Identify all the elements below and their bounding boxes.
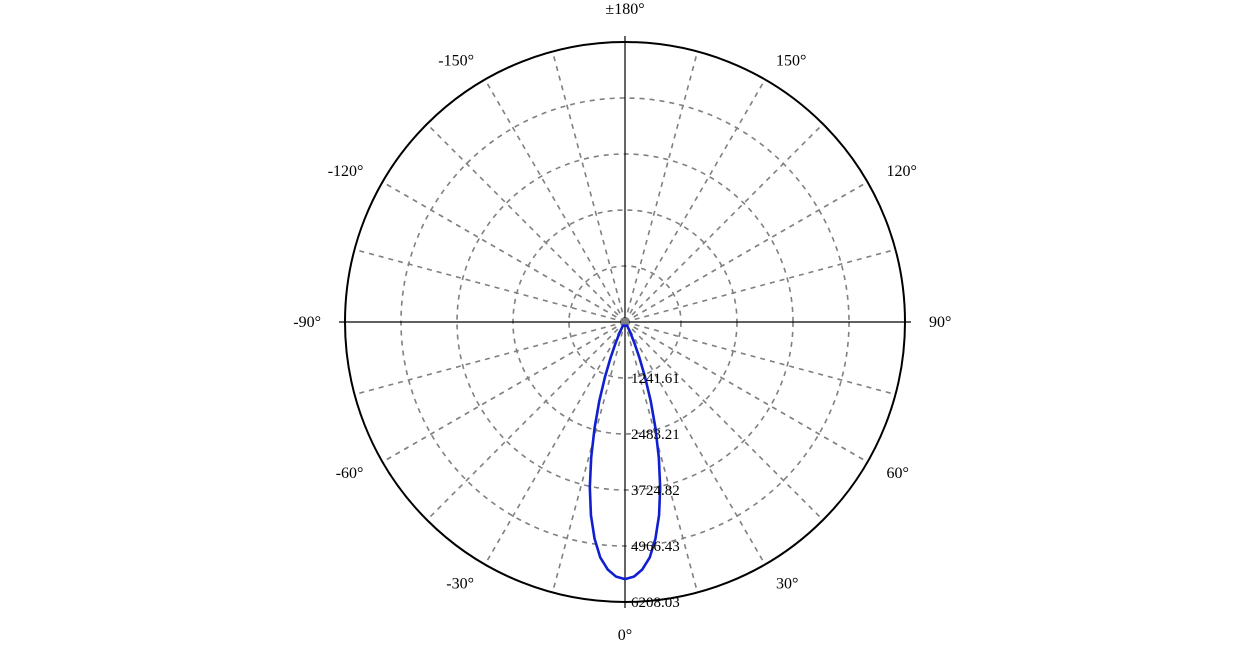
grid-spoke (625, 80, 765, 322)
radial-label: 4966.43 (631, 539, 680, 555)
grid-spoke (553, 52, 625, 322)
angle-label: 90° (929, 314, 951, 331)
grid-spoke (625, 124, 823, 322)
radial-label: 1241.61 (631, 371, 680, 387)
angle-label: -30° (446, 576, 474, 593)
grid-spoke (485, 322, 625, 564)
grid-spoke (383, 182, 625, 322)
angle-label: 0° (618, 627, 632, 644)
angle-label: -150° (438, 52, 474, 69)
angle-label: 120° (887, 163, 917, 180)
grid-spoke (383, 322, 625, 462)
grid-spoke (553, 322, 625, 592)
grid-spoke (355, 250, 625, 322)
angle-label: 30° (776, 576, 798, 593)
angle-label: ±180° (605, 1, 644, 18)
radial-label: 6208.03 (631, 595, 680, 611)
grid-spoke (355, 322, 625, 394)
radial-label: 2483.21 (631, 427, 680, 443)
grid-spoke (625, 182, 867, 322)
radial-label: 3724.82 (631, 483, 680, 499)
polar-chart: ±180° -150° -120° -90° -60° -30° 0° 30° 60° 90° 12… (0, 0, 1250, 645)
angle-label: 60° (887, 465, 909, 482)
grid-spoke (427, 124, 625, 322)
grid-spoke (625, 322, 765, 564)
angle-label: -120° (328, 163, 364, 180)
grid-spoke (625, 52, 697, 322)
grid-spoke (485, 80, 625, 322)
angle-label: -60° (336, 465, 364, 482)
angle-label: 150° (776, 52, 806, 69)
polar-svg: ±180° -150° -120° -90° -60° -30° 0° 30° 60° 90° 12… (0, 0, 1250, 645)
angle-label: -90° (293, 314, 321, 331)
grid-spoke (625, 250, 895, 322)
